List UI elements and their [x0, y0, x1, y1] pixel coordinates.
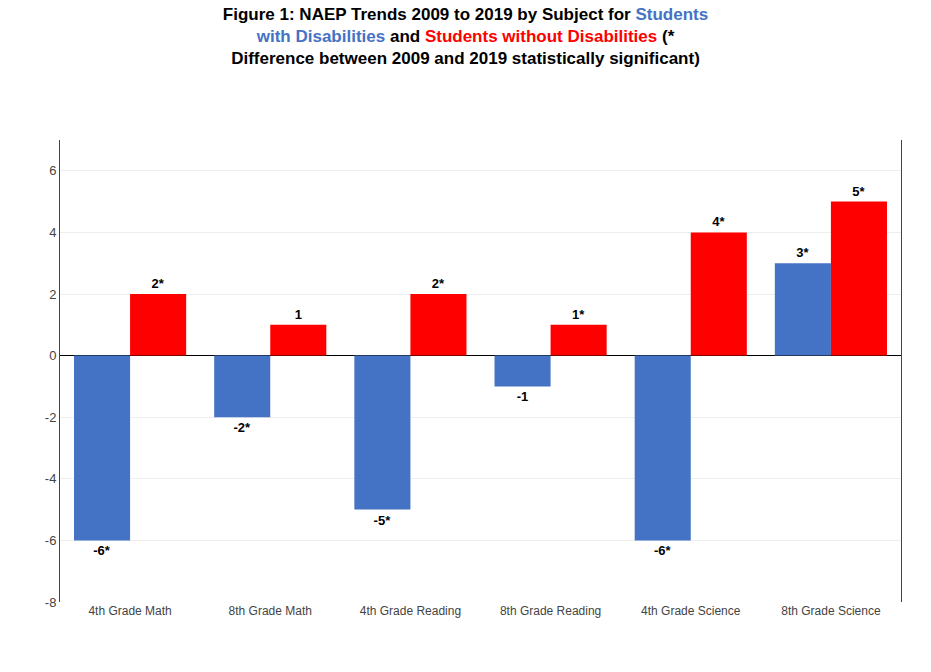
svg-text:4: 4 [49, 225, 56, 240]
svg-text:-4: -4 [45, 471, 57, 486]
svg-text:8th Grade Math: 8th Grade Math [229, 604, 312, 618]
svg-text:-2*: -2* [233, 420, 251, 435]
svg-text:Figure 1: NAEP Trends 2009 to: Figure 1: NAEP Trends 2009 to 2019 by Su… [223, 5, 708, 68]
svg-text:2*: 2* [432, 276, 445, 291]
svg-text:8th Grade Science: 8th Grade Science [781, 604, 881, 618]
svg-text:6: 6 [49, 163, 56, 178]
svg-text:0: 0 [49, 348, 56, 363]
svg-text:-8: -8 [45, 595, 57, 610]
svg-text:-1: -1 [517, 389, 529, 404]
svg-text:-6: -6 [45, 533, 57, 548]
svg-text:2*: 2* [151, 276, 164, 291]
svg-text:1*: 1* [572, 307, 585, 322]
svg-text:2: 2 [49, 287, 56, 302]
svg-text:4*: 4* [712, 214, 725, 229]
svg-text:4th Grade Science: 4th Grade Science [641, 604, 741, 618]
svg-text:8th Grade Reading: 8th Grade Reading [500, 604, 601, 618]
svg-text:-2: -2 [45, 410, 57, 425]
svg-text:3*: 3* [796, 245, 809, 260]
svg-text:4th Grade Reading: 4th Grade Reading [360, 604, 461, 618]
svg-text:1: 1 [295, 307, 302, 322]
svg-text:-6*: -6* [654, 543, 672, 558]
svg-text:4th Grade Math: 4th Grade Math [88, 604, 171, 618]
svg-text:-5*: -5* [374, 513, 392, 528]
svg-text:-6*: -6* [93, 543, 111, 558]
svg-text:5*: 5* [852, 184, 865, 199]
